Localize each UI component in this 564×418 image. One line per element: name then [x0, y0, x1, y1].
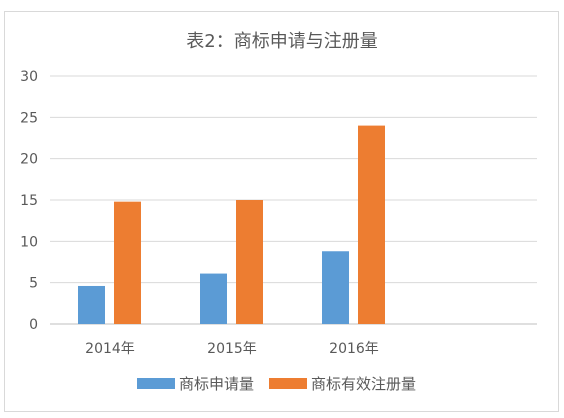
legend-swatch [137, 378, 175, 389]
bar-application-2 [322, 251, 349, 324]
legend-label: 商标有效注册量 [311, 375, 416, 393]
bar-registration-0 [114, 201, 141, 324]
bar-registration-1 [236, 200, 263, 324]
chart-title: 表2：商标申请与注册量 [186, 31, 378, 52]
y-tick-label: 25 [20, 110, 38, 126]
legend: 商标申请量 商标有效注册量 [137, 375, 416, 393]
x-tick-label: 2016年 [329, 341, 379, 357]
x-tick-label: 2015年 [207, 341, 257, 357]
y-axis-tick-labels: 0 5 10 15 20 25 30 [20, 69, 38, 333]
legend-label: 商标申请量 [179, 375, 254, 393]
x-tick-label: 2014年 [85, 341, 135, 357]
y-tick-label: 15 [20, 193, 38, 209]
y-tick-label: 10 [20, 234, 38, 250]
y-tick-label: 0 [29, 317, 38, 333]
legend-swatch [269, 378, 307, 389]
bar-registration-2 [358, 125, 385, 324]
y-tick-label: 20 [20, 152, 38, 168]
y-tick-label: 5 [29, 276, 38, 292]
bars [78, 125, 385, 324]
bar-application-1 [200, 273, 227, 324]
bar-application-0 [78, 285, 105, 324]
chart-frame [4, 11, 559, 412]
x-axis-tick-labels: 2014年 2015年 2016年 [85, 341, 379, 357]
y-tick-label: 30 [20, 69, 38, 85]
